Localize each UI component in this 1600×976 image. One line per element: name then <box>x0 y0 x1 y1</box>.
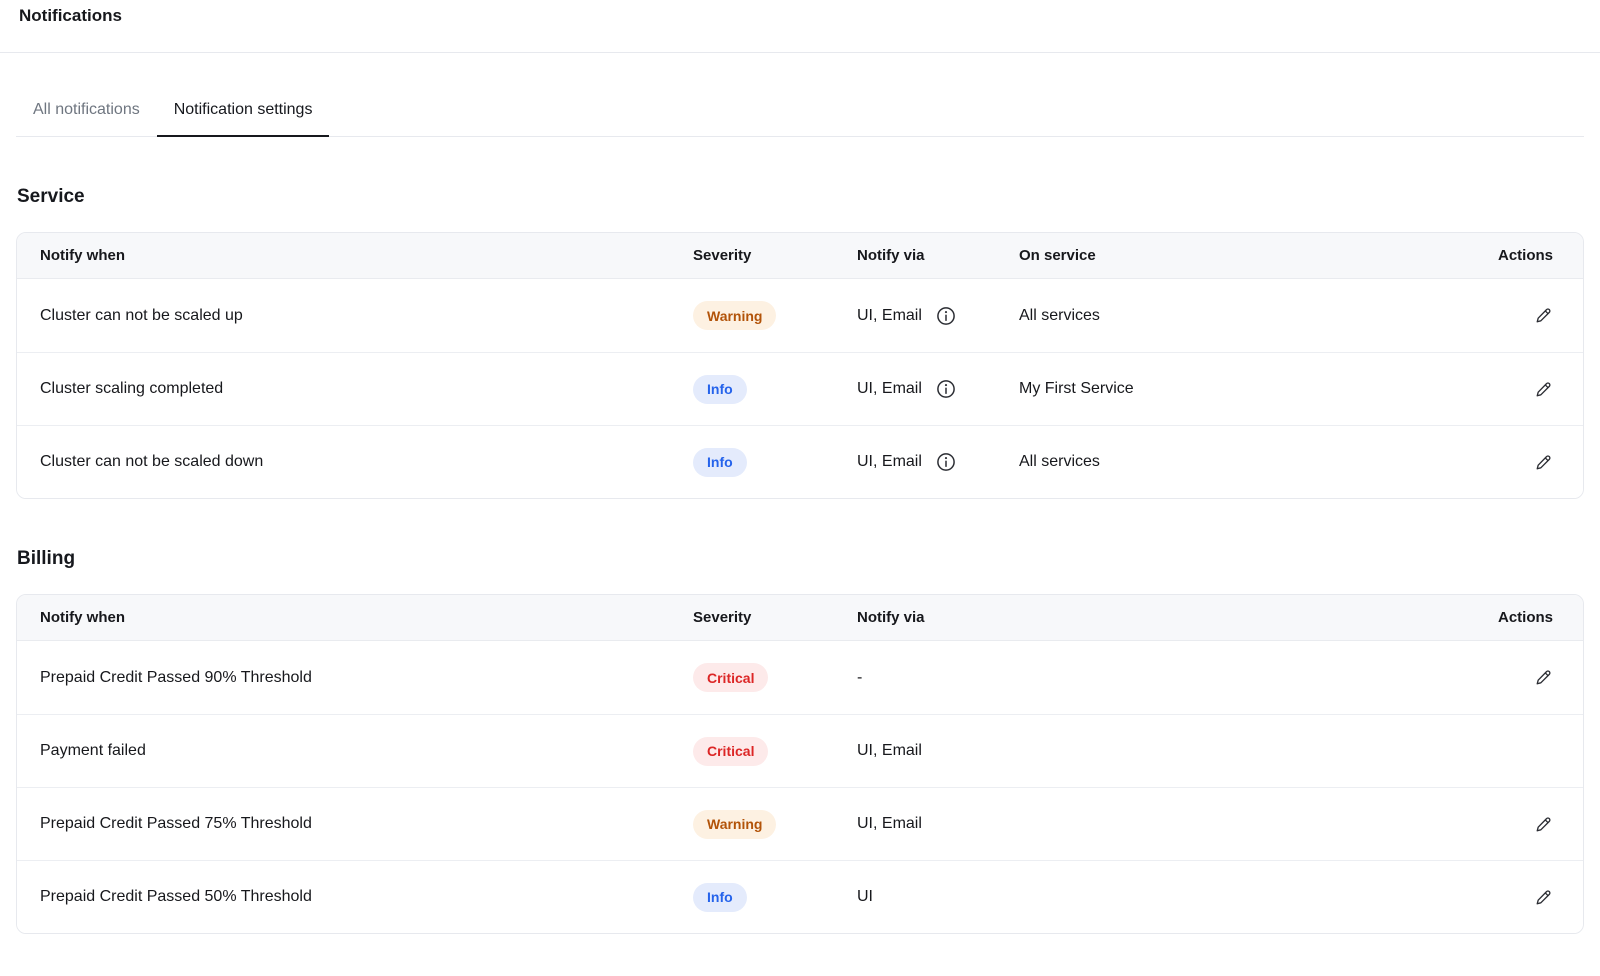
settings-content: Service Notify when Severity Notify via On … <box>0 186 1600 934</box>
notifications-page: Notifications All notifications Notifica… <box>0 0 1600 934</box>
notify-when-cell: Cluster scaling completed <box>40 380 224 397</box>
on-service-cell: All services <box>1019 453 1100 470</box>
severity-badge: Info <box>693 882 747 912</box>
notify-via-cell: UI, Email <box>857 452 1019 472</box>
severity-cell: Critical <box>693 736 857 766</box>
actions-cell <box>1462 815 1583 834</box>
severity-cell: Critical <box>693 663 857 692</box>
severity-badge: Warning <box>693 301 777 330</box>
notify-via-cell: - <box>857 669 1462 687</box>
notify-via-value: UI, Email <box>857 453 922 470</box>
section-service: Service Notify when Severity Notify via On … <box>16 186 1584 499</box>
column-header-notify-when: Notify when <box>40 247 125 264</box>
notify-when-cell: Cluster can not be scaled up <box>40 306 243 324</box>
column-header-severity: Severity <box>693 247 752 264</box>
table-row: Cluster can not be scaled down Info UI, Em… <box>17 425 1583 498</box>
severity-cell: Info <box>693 447 857 477</box>
notify-via-cell: UI, Email <box>857 742 1462 760</box>
info-circle-icon[interactable] <box>936 452 956 472</box>
notify-via-value: UI, Email <box>857 742 922 759</box>
tab-label: Notification settings <box>173 101 313 118</box>
actions-cell <box>1462 453 1583 472</box>
table-row: Prepaid Credit Passed 90% Threshold Criti… <box>17 641 1583 714</box>
info-circle-icon[interactable] <box>936 379 956 399</box>
table-header-row: Notify when Severity Notify via Actions <box>17 595 1583 641</box>
notify-via-cell: UI, Email <box>857 815 1462 833</box>
section-billing: Billing Notify when Severity Notify via Act… <box>16 548 1584 934</box>
severity-badge: Critical <box>693 736 769 766</box>
table-header-row: Notify when Severity Notify via On service A… <box>17 233 1583 279</box>
column-header-on-service: On service <box>1019 247 1096 264</box>
edit-row-button[interactable] <box>1534 306 1553 325</box>
column-header-actions: Actions <box>1497 247 1553 264</box>
edit-row-button[interactable] <box>1534 815 1553 834</box>
tabs-bar: All notifications Notification settings <box>16 53 1584 137</box>
tab-notification-settings[interactable]: Notification settings <box>156 53 330 137</box>
notify-via-value: UI <box>857 888 873 905</box>
severity-cell: Warning <box>693 809 857 839</box>
notify-via-value: - <box>857 668 863 686</box>
severity-cell: Info <box>693 374 857 404</box>
section-title: Billing <box>17 548 76 569</box>
notify-when-cell: Prepaid Credit Passed 50% Threshold <box>40 888 312 905</box>
section-title: Service <box>17 186 85 207</box>
edit-row-button[interactable] <box>1534 668 1553 687</box>
tab-all-notifications[interactable]: All notifications <box>16 53 157 137</box>
notify-when-cell: Cluster can not be scaled down <box>40 453 264 470</box>
severity-badge: Info <box>693 447 747 477</box>
notify-via-cell: UI <box>857 888 1462 906</box>
actions-cell <box>1462 888 1583 907</box>
pencil-edit-icon <box>1536 670 1551 685</box>
tab-label: All notifications <box>33 101 140 118</box>
pencil-edit-icon <box>1536 816 1551 831</box>
pencil-edit-icon <box>1536 308 1551 323</box>
severity-badge: Critical <box>693 663 769 692</box>
page-header: Notifications <box>0 0 1600 53</box>
table-row: Cluster can not be scaled up Warning UI, E… <box>17 279 1583 352</box>
actions-cell <box>1462 306 1583 325</box>
table-row: Prepaid Credit Passed 75% Threshold Warni… <box>17 787 1583 860</box>
pencil-edit-icon <box>1536 381 1551 396</box>
info-circle-icon[interactable] <box>936 306 956 326</box>
actions-cell <box>1462 380 1583 399</box>
column-header-notify-via: Notify via <box>857 609 925 626</box>
table-body: Cluster can not be scaled up Warning UI, E… <box>17 279 1583 498</box>
column-header-notify-via: Notify via <box>857 247 925 264</box>
severity-badge: Info <box>693 374 747 404</box>
on-service-cell: All services <box>1019 306 1100 324</box>
notifications-table: Notify when Severity Notify via On service A… <box>16 232 1584 499</box>
notify-via-cell: UI, Email <box>857 379 1019 399</box>
severity-badge: Warning <box>693 809 777 839</box>
table-body: Prepaid Credit Passed 90% Threshold Criti… <box>17 641 1583 933</box>
notify-via-value: UI, Email <box>857 380 922 397</box>
edit-row-button[interactable] <box>1534 888 1553 907</box>
table-row: Cluster scaling completed Info UI, Email M… <box>17 352 1583 425</box>
notifications-table: Notify when Severity Notify via Actions Pre… <box>16 594 1584 934</box>
notify-when-cell: Prepaid Credit Passed 90% Threshold <box>40 668 312 686</box>
table-row: Payment failed Critical UI, Email <box>17 714 1583 787</box>
notify-via-cell: UI, Email <box>857 306 1019 326</box>
actions-cell <box>1462 668 1583 687</box>
column-header-notify-when: Notify when <box>40 609 125 626</box>
edit-row-button[interactable] <box>1534 380 1553 399</box>
table-row: Prepaid Credit Passed 50% Threshold Info U… <box>17 860 1583 933</box>
notify-when-cell: Prepaid Credit Passed 75% Threshold <box>40 815 312 832</box>
severity-cell: Info <box>693 882 857 912</box>
notify-when-cell: Payment failed <box>40 742 146 759</box>
severity-cell: Warning <box>693 301 857 330</box>
column-header-actions: Actions <box>1497 609 1553 626</box>
notify-via-value: UI, Email <box>857 815 922 832</box>
notify-via-value: UI, Email <box>857 306 922 324</box>
column-header-severity: Severity <box>693 609 752 626</box>
on-service-cell: My First Service <box>1019 380 1134 397</box>
pencil-edit-icon <box>1536 454 1551 469</box>
edit-row-button[interactable] <box>1534 453 1553 472</box>
pencil-edit-icon <box>1536 889 1551 904</box>
page-title: Notifications <box>19 6 122 25</box>
